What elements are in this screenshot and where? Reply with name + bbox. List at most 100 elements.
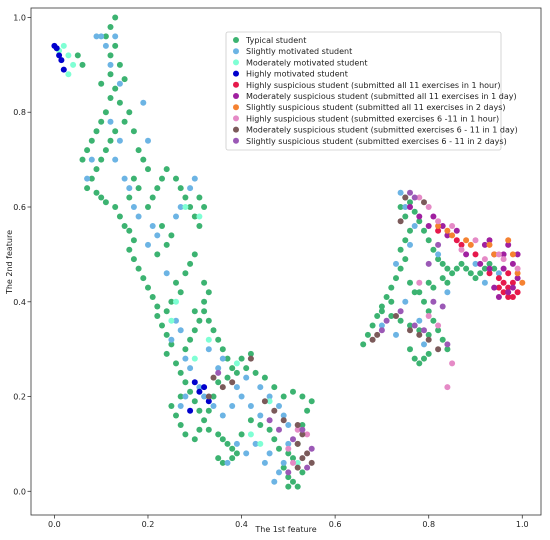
data-point xyxy=(163,166,170,173)
data-point xyxy=(294,483,301,490)
data-point xyxy=(280,393,287,400)
data-point xyxy=(294,422,301,428)
data-point xyxy=(407,189,413,196)
data-point xyxy=(411,322,418,329)
data-point xyxy=(149,223,156,229)
legend-entry-label: Highly suspicious student (submitted exe… xyxy=(246,114,499,123)
data-point xyxy=(233,440,240,447)
legend-entry-label: Moderately suspicious student (submitted… xyxy=(246,92,517,101)
data-point xyxy=(140,156,147,163)
data-point xyxy=(304,464,311,471)
data-point xyxy=(509,279,516,286)
data-point xyxy=(88,175,95,182)
data-point xyxy=(215,369,222,376)
data-point xyxy=(416,279,423,286)
data-point xyxy=(500,251,507,258)
data-point xyxy=(247,350,254,357)
data-point xyxy=(509,251,516,258)
x-tick-label: 1.0 xyxy=(516,520,529,529)
data-point xyxy=(266,398,273,405)
data-point xyxy=(393,260,399,267)
data-point xyxy=(107,118,114,125)
data-point xyxy=(53,45,60,52)
data-point xyxy=(168,403,175,409)
data-point xyxy=(435,327,442,334)
data-point xyxy=(205,317,212,324)
data-point xyxy=(65,52,72,59)
data-point xyxy=(196,213,203,220)
data-point xyxy=(402,204,409,210)
data-point xyxy=(486,260,493,267)
data-point xyxy=(421,327,427,334)
data-point xyxy=(238,355,245,362)
data-point xyxy=(369,336,376,343)
data-point xyxy=(107,95,114,101)
data-point xyxy=(481,279,488,286)
data-point xyxy=(74,52,81,59)
data-point xyxy=(257,412,264,419)
data-point xyxy=(187,407,194,414)
data-point xyxy=(116,99,123,106)
data-point xyxy=(154,232,161,239)
data-point xyxy=(196,194,203,201)
data-point xyxy=(486,237,493,244)
data-point xyxy=(444,227,451,234)
data-point xyxy=(299,431,306,438)
data-point xyxy=(205,398,212,405)
data-point xyxy=(290,478,296,485)
data-point xyxy=(514,251,521,258)
data-point xyxy=(112,14,119,21)
data-point xyxy=(243,374,250,381)
y-tick-label: 0.8 xyxy=(13,108,26,117)
data-point xyxy=(112,156,119,163)
data-point xyxy=(285,469,292,476)
data-point xyxy=(500,265,507,272)
data-point xyxy=(191,308,198,315)
data-point xyxy=(224,374,231,381)
data-point xyxy=(112,128,119,135)
data-point xyxy=(112,204,119,210)
data-point xyxy=(229,365,236,372)
data-point xyxy=(126,227,133,234)
legend: Typical student Slightly motivated studen… xyxy=(225,31,518,151)
data-point xyxy=(215,431,222,438)
legend-entry-label: Slightly suspicious student (submitted a… xyxy=(246,103,506,112)
data-point xyxy=(294,426,301,433)
data-point xyxy=(201,384,208,391)
data-point xyxy=(509,260,516,267)
data-point xyxy=(266,426,273,433)
data-point xyxy=(177,204,184,210)
data-point xyxy=(407,346,413,353)
y-tick-label: 0.4 xyxy=(13,298,26,307)
data-point xyxy=(196,407,203,414)
data-point xyxy=(402,237,409,244)
y-axis-ticks: 0.0 0.2 0.4 0.6 0.8 1.0 xyxy=(13,13,31,496)
data-point xyxy=(299,422,306,428)
data-point xyxy=(435,218,442,225)
data-point xyxy=(421,199,427,206)
data-point xyxy=(107,137,114,144)
data-point xyxy=(266,417,273,424)
data-point xyxy=(196,223,203,229)
data-point xyxy=(467,241,474,248)
data-point xyxy=(191,355,198,362)
data-point xyxy=(219,355,226,362)
y-tick-label: 0.0 xyxy=(13,487,26,496)
data-point xyxy=(304,450,311,457)
data-point xyxy=(187,204,194,210)
data-point xyxy=(285,450,292,457)
data-point xyxy=(102,33,109,40)
data-point xyxy=(435,227,442,234)
data-point xyxy=(393,313,399,319)
data-point xyxy=(130,128,137,135)
data-point xyxy=(191,251,198,258)
data-point xyxy=(416,218,423,225)
data-point xyxy=(393,275,399,282)
data-point xyxy=(285,483,292,490)
data-point xyxy=(425,336,432,343)
data-point xyxy=(182,379,189,386)
data-point xyxy=(280,464,287,471)
data-point xyxy=(196,317,203,324)
data-point xyxy=(294,464,301,471)
